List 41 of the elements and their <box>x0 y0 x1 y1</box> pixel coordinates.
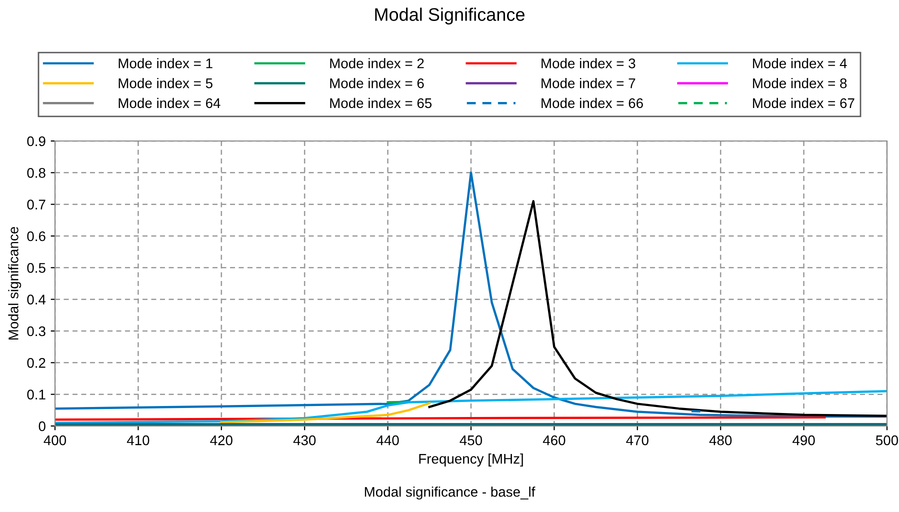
legend-label: Mode index = 6 <box>330 78 424 88</box>
y-tick-label: 0.2 <box>27 358 46 368</box>
x-tick-label: 500 <box>876 435 898 446</box>
x-axis-title: Frequency [MHz] <box>419 454 523 466</box>
legend-label: Mode index = 5 <box>118 78 212 88</box>
legend-label: Mode index = 3 <box>542 58 636 68</box>
x-tick-label: 450 <box>460 435 482 446</box>
chart-title: Modal Significance <box>375 8 524 25</box>
y-tick-label: 0.1 <box>27 390 46 400</box>
y-tick-label: 0.9 <box>27 136 46 146</box>
line-series <box>55 390 887 424</box>
legend-label: Mode index = 1 <box>118 58 212 68</box>
line-series <box>220 402 431 424</box>
line-series <box>55 172 887 418</box>
y-tick-label: 0.7 <box>27 200 46 210</box>
legend-label: Mode index = 64 <box>118 98 220 108</box>
y-tick-label: 0.6 <box>27 231 46 242</box>
line-series <box>428 200 887 417</box>
legend-label: Mode index = 67 <box>753 98 854 108</box>
x-tick-label: 470 <box>626 435 648 446</box>
y-axis-title: Modal significance <box>8 226 22 340</box>
legend-label: Mode index = 66 <box>542 98 643 108</box>
x-tick-label: 480 <box>709 435 732 446</box>
y-tick-label: 0.3 <box>27 326 46 336</box>
x-tick-label: 430 <box>293 435 316 446</box>
legend-label: Mode index = 7 <box>542 78 636 88</box>
y-tick-label: 0.4 <box>27 294 46 305</box>
y-tick-label: 0 <box>38 421 46 432</box>
legend-label: Mode index = 65 <box>330 98 432 108</box>
x-tick-label: 490 <box>792 435 815 446</box>
legend-label: Mode index = 2 <box>330 58 424 68</box>
legend-label: Mode index = 8 <box>753 78 847 88</box>
x-tick-label: 440 <box>376 435 399 446</box>
legend-label: Mode index = 4 <box>753 58 847 68</box>
x-tick-label: 420 <box>210 435 232 446</box>
y-tick-label: 0.5 <box>27 263 46 273</box>
y-tick-label: 0.8 <box>27 168 46 178</box>
x-tick-label: 400 <box>44 435 66 446</box>
x-tick-label: 460 <box>542 435 566 446</box>
text: Modal significance - base_lf <box>364 486 536 500</box>
x-tick-label: 410 <box>126 435 150 446</box>
